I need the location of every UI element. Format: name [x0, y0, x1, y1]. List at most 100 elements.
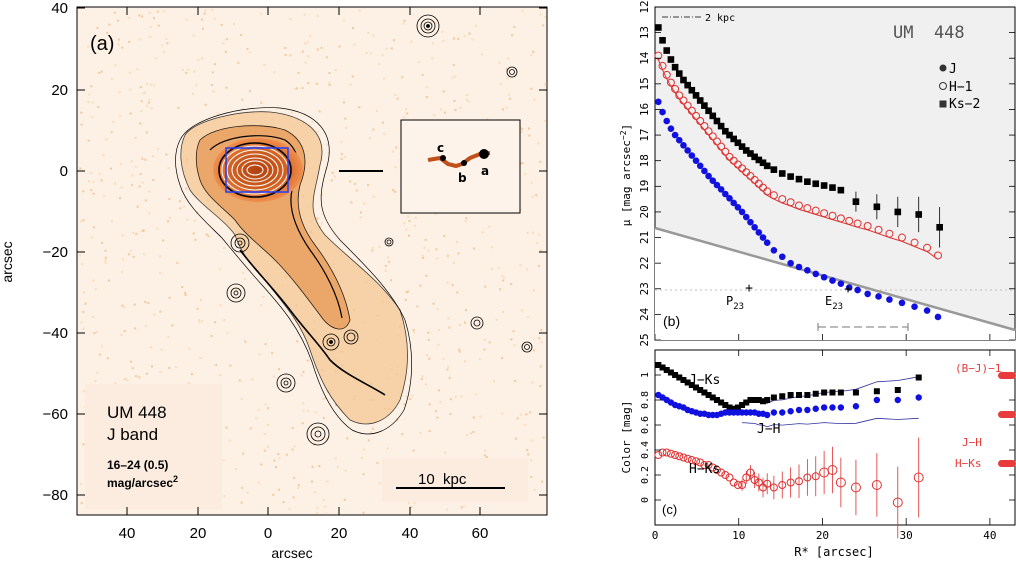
noise-speck: [420, 378, 423, 381]
noise-speck: [96, 26, 99, 29]
J-point: [680, 142, 687, 149]
H-point: [803, 204, 812, 213]
JKs-point: [915, 374, 922, 381]
JKs-point: [680, 377, 687, 383]
noise-speck: [104, 259, 107, 262]
panel-a-axes: 40 20 0 20 40 60 40 20 0 −20 −40 −60 −80: [43, 0, 547, 542]
noise-speck: [143, 91, 146, 94]
noise-speck: [134, 165, 137, 168]
noise-speck: [145, 131, 148, 134]
side-label-HKs: H−Ks: [955, 457, 982, 470]
JKs-point: [796, 392, 802, 398]
JKs-point: [804, 392, 811, 398]
noise-speck: [199, 357, 202, 359]
H-point: [763, 187, 772, 196]
JKs-point: [730, 405, 737, 412]
noise-speck: [219, 374, 222, 377]
H-point: [863, 222, 872, 231]
noise-speck: [539, 365, 542, 368]
noise-speck: [465, 98, 468, 101]
JKs-point: [734, 404, 741, 411]
noise-speck: [526, 449, 529, 452]
noise-speck: [202, 27, 204, 30]
noise-speck: [178, 200, 181, 203]
Ks-point: [778, 170, 786, 177]
noise-speck: [185, 187, 188, 190]
noise-speck: [386, 447, 389, 450]
noise-speck: [294, 87, 297, 90]
noise-speck: [132, 255, 135, 258]
noise-speck: [87, 45, 90, 48]
noise-speck: [532, 289, 535, 292]
noise-speck: [129, 249, 132, 252]
inset-knot-a: [479, 149, 489, 159]
J-point: [759, 234, 767, 241]
noise-speck: [80, 220, 83, 223]
noise-speck: [516, 417, 519, 420]
noise-speck: [501, 357, 504, 360]
noise-speck: [481, 231, 484, 234]
noise-speck: [460, 395, 463, 398]
noise-speck: [408, 220, 411, 222]
noise-speck: [133, 303, 136, 306]
y-tick-label: −20: [43, 244, 68, 261]
noise-speck: [353, 43, 356, 46]
legend-J: J: [949, 62, 957, 77]
J-point: [911, 303, 918, 311]
J-point: [898, 299, 906, 307]
noise-speck: [127, 17, 130, 19]
star-1: [416, 14, 440, 38]
y-tick-label: 13: [638, 26, 651, 39]
noise-speck: [117, 43, 120, 46]
panel-a-ylabel: arcsec: [0, 241, 15, 282]
noise-speck: [257, 409, 260, 412]
noise-speck: [527, 316, 530, 318]
Ks-point: [663, 47, 671, 54]
noise-speck: [521, 309, 524, 312]
noise-speck: [91, 236, 94, 239]
noise-speck: [161, 44, 164, 47]
Ks-point: [709, 112, 717, 120]
noise-speck: [301, 87, 304, 90]
JKs-point: [693, 384, 700, 391]
JH-point: [770, 409, 778, 416]
noise-speck: [195, 84, 198, 86]
noise-speck: [475, 393, 478, 396]
H-point: [692, 111, 701, 120]
star-9: [521, 341, 533, 353]
noise-speck: [513, 26, 516, 28]
noise-speck: [531, 195, 534, 198]
noise-speck: [459, 106, 462, 109]
noise-speck: [129, 88, 132, 91]
noise-speck: [295, 87, 298, 90]
Ks-point: [734, 139, 742, 147]
Ks-point: [659, 37, 666, 44]
noise-speck: [167, 336, 170, 338]
J-point: [659, 108, 666, 116]
noise-speck: [530, 54, 533, 57]
noise-speck: [156, 10, 159, 13]
noise-speck: [422, 256, 425, 259]
noise-speck: [242, 107, 245, 110]
J-point: [795, 263, 803, 271]
noise-speck: [140, 110, 143, 112]
JH-point: [763, 411, 771, 419]
J-point: [787, 259, 794, 267]
noise-speck: [376, 109, 379, 112]
noise-speck: [514, 437, 517, 440]
JH-point: [804, 406, 811, 414]
noise-speck: [474, 24, 477, 27]
noise-speck: [466, 434, 469, 436]
J-point: [717, 186, 725, 193]
inset-knot-c: [440, 155, 446, 161]
noise-speck: [392, 150, 395, 153]
noise-speck: [322, 398, 325, 401]
scale-bar-label: 10 kpc: [418, 471, 467, 488]
panel-a-xlabel: arcsec: [271, 545, 312, 561]
JKs-point: [747, 397, 754, 403]
noise-speck: [119, 197, 122, 200]
noise-speck: [311, 480, 313, 483]
noise-speck: [442, 90, 445, 93]
noise-speck: [318, 110, 321, 113]
noise-speck: [385, 47, 388, 50]
